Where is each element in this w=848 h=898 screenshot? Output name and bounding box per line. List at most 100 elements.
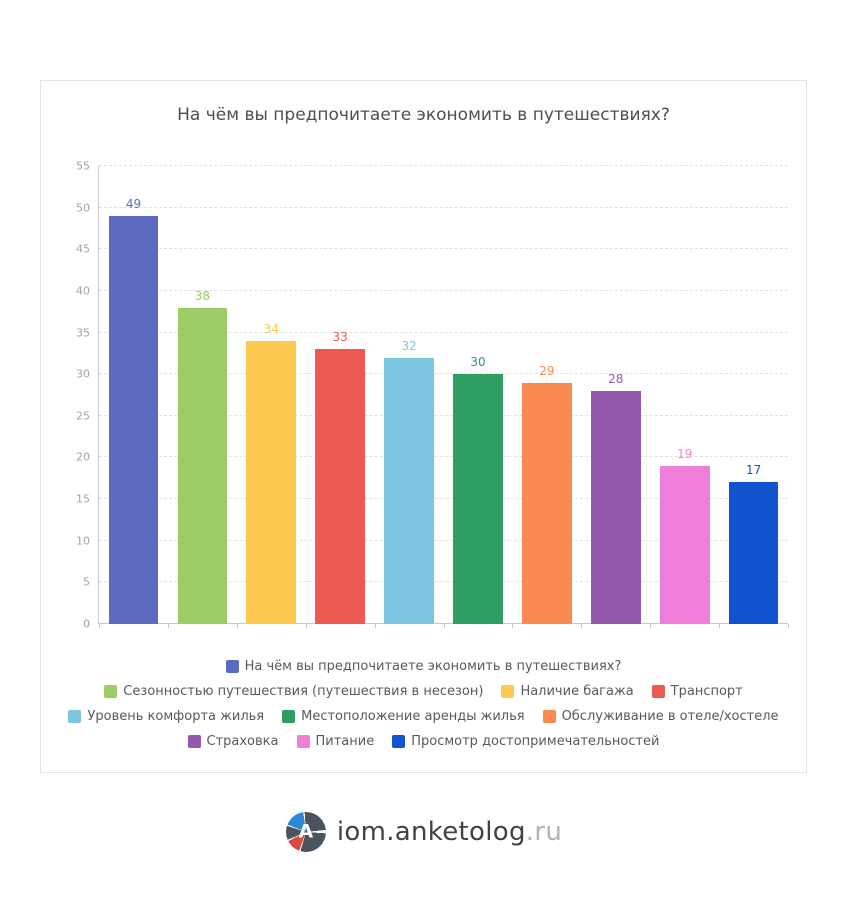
x-tick [99, 624, 100, 628]
bar [522, 382, 572, 624]
y-tick-label: 20 [76, 450, 90, 464]
legend-swatch-icon [542, 710, 556, 723]
y-tick-label: 0 [83, 617, 90, 631]
x-tick [650, 624, 652, 628]
bar-value-label: 30 [470, 355, 486, 370]
legend-swatch-icon [68, 710, 82, 723]
bar [315, 349, 365, 624]
y-tick-label: 5 [83, 575, 90, 589]
legend-label: Уровень комфорта жилья [87, 709, 265, 724]
legend-row: Уровень комфорта жилья Местоположение аре… [51, 709, 796, 725]
bar [246, 340, 297, 624]
chart-title: На чём вы предпочитаете экономить в путе… [177, 105, 670, 125]
y-tick-label: 10 [76, 534, 90, 548]
x-tick [512, 624, 514, 628]
bar [453, 374, 503, 624]
legend-label: Сезонностью путешествия (путешествия в н… [123, 684, 484, 699]
bar [590, 390, 641, 624]
x-tick [581, 624, 583, 628]
x-axis-line: 0 [83, 618, 788, 631]
footer: A iom.anketolog.ru [0, 812, 848, 852]
brand-text: iom.anketolog.ru [337, 817, 562, 847]
x-tick [374, 624, 376, 628]
y-tick-label: 25 [76, 409, 90, 423]
legend-label: Страховка [206, 734, 279, 749]
bar-value-label: 49 [125, 196, 142, 211]
gridline: 20 [76, 451, 788, 464]
legend-item: Страховка [187, 734, 279, 749]
anketolog-logo-icon: A [285, 812, 326, 852]
legend-label: Наличие багажа [520, 684, 634, 699]
x-tick [443, 624, 445, 628]
legend-item: Транспорт [651, 684, 743, 699]
legend-swatch-icon [187, 735, 201, 748]
gridline: 10 [76, 534, 788, 547]
y-tick-label: 35 [76, 326, 90, 340]
bar-slot: 33 [306, 166, 375, 624]
bar-value-label: 19 [677, 446, 693, 461]
legend-label: Питание [315, 734, 375, 749]
legend-label: На чём вы предпочитаете экономить в путе… [244, 659, 622, 674]
legend-item: Сезонностью путешествия (путешествия в н… [104, 684, 483, 699]
legend-swatch-icon [225, 660, 239, 673]
x-tick [719, 624, 721, 628]
bar-slot: 19 [650, 166, 719, 624]
legend-item: Уровень комфорта жилья [68, 709, 264, 724]
logo-letter: A [298, 820, 314, 843]
legend-item: Просмотр достопримечательностей [392, 734, 660, 749]
gridline: 25 [76, 409, 788, 422]
gridline: 5 [83, 576, 788, 589]
legend-label: Транспорт [670, 684, 743, 699]
gridline: 45 [76, 243, 788, 256]
bar-slot: 38 [168, 166, 237, 624]
bar-slot: 29 [512, 166, 581, 624]
legend-item: На чём вы предпочитаете экономить в путе… [225, 659, 622, 674]
legend-label: Просмотр достопримечательностей [411, 734, 660, 749]
chart-card: На чём вы предпочитаете экономить в путе… [40, 80, 807, 773]
y-tick-label: 15 [76, 492, 90, 506]
legend-item: Наличие багажа [501, 684, 634, 699]
gridline: 55 [76, 160, 788, 173]
legend: На чём вы предпочитаете экономить в путе… [51, 659, 796, 759]
bar [728, 482, 779, 624]
bar-value-label: 34 [263, 321, 279, 336]
gridline: 50 [76, 201, 788, 214]
bar-value-label: 33 [332, 330, 348, 345]
bar [108, 215, 159, 624]
legend-item: Питание [296, 734, 375, 749]
y-tick-label: 55 [76, 159, 90, 173]
legend-swatch-icon [296, 735, 310, 748]
gridline: 35 [76, 326, 788, 339]
legend-row: На чём вы предпочитаете экономить в путе… [51, 659, 796, 675]
bar [384, 357, 434, 624]
bar [177, 307, 228, 624]
y-tick-label: 50 [76, 201, 90, 215]
gridline: 15 [76, 493, 788, 506]
bar-value-label: 17 [745, 463, 762, 478]
bar-value-label: 32 [401, 338, 417, 353]
x-tick [167, 624, 169, 628]
legend-swatch-icon [651, 685, 665, 698]
legend-item: Местоположение аренды жилья [282, 709, 525, 724]
bar-value-label: 28 [608, 371, 624, 386]
legend-item: Обслуживание в отеле/хостеле [542, 709, 779, 724]
legend-row: Сезонностью путешествия (путешествия в н… [51, 684, 796, 700]
bar-slot: 34 [237, 166, 306, 624]
gridline: 40 [76, 284, 788, 297]
bar-slot: 32 [375, 166, 444, 624]
legend-row: Страховка Питание Просмотр достопримечател… [51, 734, 796, 750]
brand-suffix: .ru [525, 817, 563, 847]
bar [659, 465, 710, 624]
x-tick [788, 624, 789, 628]
brand-name: iom.anketolog [336, 817, 526, 847]
x-tick [305, 624, 307, 628]
bar-slot: 49 [99, 166, 168, 624]
y-tick-label: 40 [76, 284, 90, 298]
legend-swatch-icon [501, 685, 515, 698]
bar-slot: 17 [719, 166, 788, 624]
legend-label: Местоположение аренды жилья [301, 709, 525, 724]
legend-swatch-icon [282, 710, 296, 723]
gridline: 30 [76, 368, 788, 381]
bar-value-label: 29 [539, 363, 555, 378]
bar-value-label: 38 [194, 288, 210, 303]
